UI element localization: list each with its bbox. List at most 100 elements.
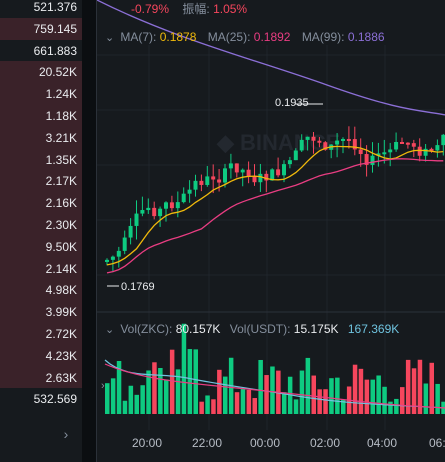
volume-bar [423,383,429,414]
candle-body [234,163,239,173]
candle-body [217,179,222,183]
time-tick-label: 00:00 [250,436,281,450]
candle-body [400,141,404,144]
volume-bar [140,385,145,414]
volume-bar [317,389,322,414]
volume-bar [376,375,381,414]
volume-bar [217,369,222,414]
candle-body [110,256,115,260]
ma99-value: 0.1886 [347,30,385,44]
candle-body [193,180,198,190]
volume-bar [110,378,116,414]
volume-bar [388,401,393,414]
candle-body [299,139,304,151]
time-tick-label: 22:00 [192,436,223,450]
candle-body [128,225,133,238]
chevron-down-icon[interactable]: ⌄ [105,32,115,44]
volume-bar [164,379,169,414]
vol-ma-line-2 [104,363,445,409]
volume-row: 2.17K [0,170,82,193]
volume-row: 521.376 [0,0,82,18]
volume-bar [258,359,263,414]
volume-bar [382,386,387,414]
volume-bar [152,362,157,414]
volume-row: 3.99K [0,301,82,324]
ma25-label: MA(25): [207,30,251,44]
candle-body [323,142,328,150]
time-tick-label: 02:00 [310,436,341,450]
volume-bar [370,379,375,414]
candle-body [169,202,174,209]
candle-body [370,155,375,165]
time-axis: 20:00 22:00 00:00 02:00 04:00 06: [97,432,445,454]
ma25-value: 0.1892 [253,30,291,44]
time-tick-label: 20:00 [132,436,163,450]
candle-body [199,180,204,185]
volume-bar [158,367,163,414]
candle-body [335,140,340,145]
volume-bar [323,389,328,414]
volume-row: 1.24K [0,83,82,106]
volume-bar [146,370,151,414]
ma25-line [106,158,444,274]
chevron-right-icon[interactable]: › [101,380,105,392]
volume-row: 1.18K [0,105,82,127]
volume-bar [223,376,228,414]
volume-bar [329,378,334,414]
candle-body [116,250,121,257]
volume-bar [211,399,216,414]
vol-usdt-value: 15.175K [293,322,339,336]
candle-body [411,143,416,147]
candle-body [429,148,434,151]
candle-body [246,169,251,177]
price-stats: -0.79% 振幅: 1.05% [131,0,247,18]
volume-bar [429,362,434,414]
kline-chart[interactable]: ◆ BINANCE 0.1935 0.1769 -0.79% 振幅: 1.05% ⌄… [96,0,445,462]
ma7-label: MA(7): [120,30,157,44]
candle-body [158,208,163,217]
candle-body [181,193,186,203]
orderbook-volume-column: 521.376 759.145 661.883 20.52K 1.24K 1.18K 3.2… [0,0,82,462]
candle-body [311,136,316,141]
chart-canvas[interactable]: ◆ BINANCE 0.1935 0.1769 [97,0,445,462]
expand-arrow-icon[interactable]: › [63,426,69,442]
candle-body [252,176,257,183]
candle-body [276,169,281,176]
change-percent: -0.79% [131,2,170,16]
volume-row: 3.21K [0,126,82,149]
volume-bar [411,368,417,414]
volume-row: 759.145 [0,17,82,40]
volume-row: 2.16K [0,192,82,215]
candle-body [282,164,286,176]
candle-body [352,139,357,150]
volume-bar [187,349,193,414]
volume-legend: ⌄ Vol(ZKC): 80.157K Vol(USDT): 15.175K 1… [105,320,399,339]
candle-body [270,169,275,181]
volume-row: 2.14K [0,257,82,280]
volume-row: 4.23K [0,344,82,367]
volume-bar [400,387,405,414]
volume-bar [122,400,128,414]
volume-bar [175,369,181,414]
time-tick-label: 04:00 [367,436,398,450]
high-price-label: 0.1935 [275,97,309,109]
candle-body [211,176,216,180]
volume-bar [181,323,187,414]
ma7-value: 0.1878 [159,30,197,44]
volume-row: 2.63K [0,366,82,389]
ma99-line [97,0,445,116]
candle-body [240,169,245,173]
volume-bar [105,383,110,414]
volume-row: 661.883 [0,39,82,62]
panel-divider [82,0,96,462]
amplitude-label: 振幅: [182,2,210,16]
volume-row: 2.30K [0,214,82,236]
candle-body [140,210,145,214]
chevron-down-icon[interactable]: ⌄ [105,324,115,336]
volume-bar [234,392,240,414]
volume-bar [264,375,269,414]
candle-body [287,160,292,165]
volume-bar [169,349,175,414]
vol-zkc-label: Vol(ZKC): [120,322,173,336]
candle-body [435,145,440,151]
